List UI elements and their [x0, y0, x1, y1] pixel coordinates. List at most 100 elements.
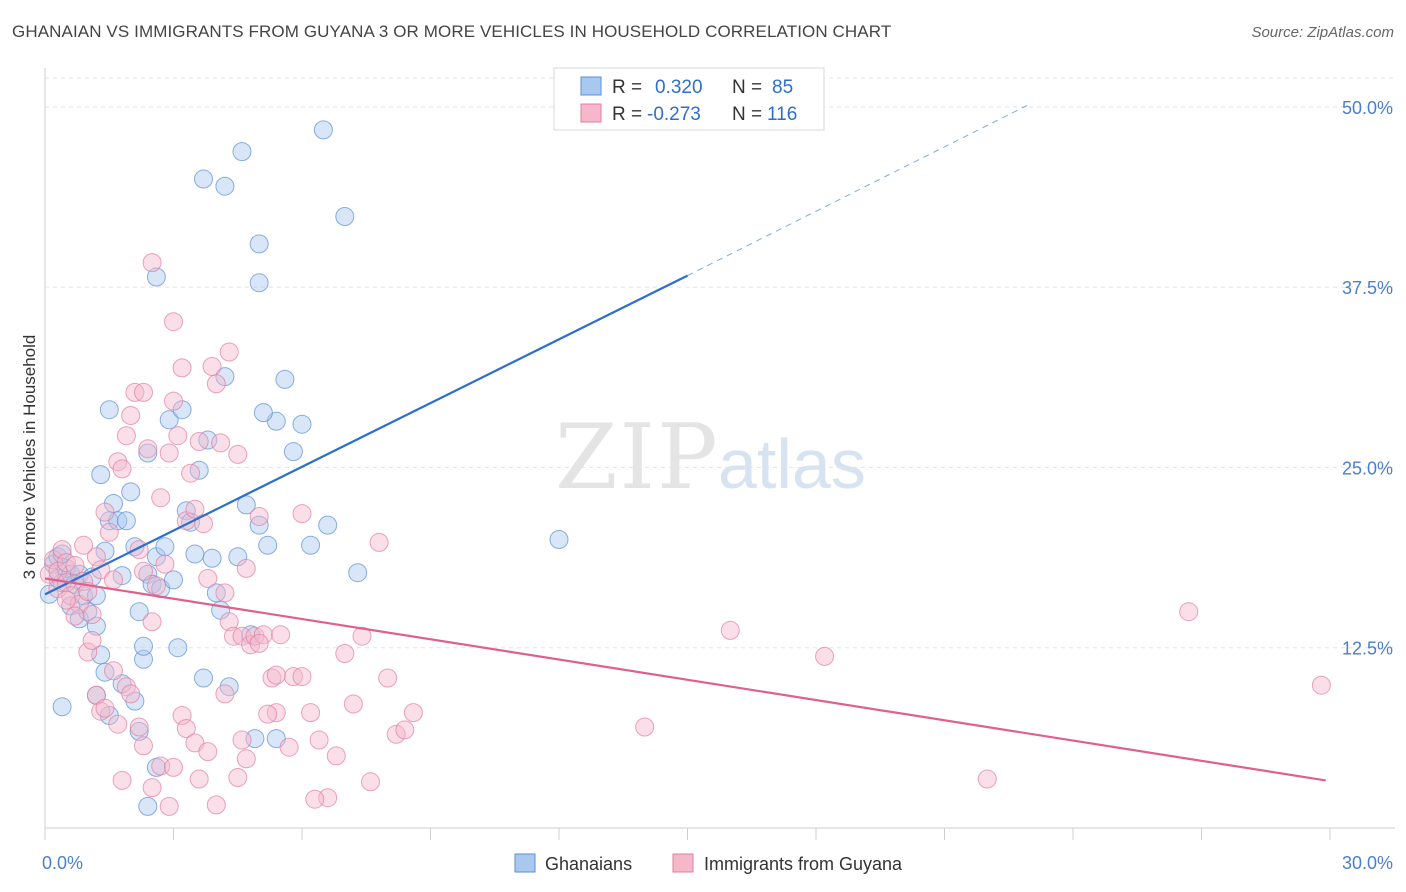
data-point — [219, 612, 239, 632]
data-point — [253, 403, 273, 423]
data-point — [292, 414, 312, 434]
data-point — [134, 649, 153, 669]
data-point — [232, 142, 252, 162]
data-point — [309, 730, 329, 750]
data-point — [361, 772, 380, 792]
data-point — [138, 443, 158, 463]
stats-n-label: N = — [732, 104, 762, 125]
data-point — [138, 439, 158, 459]
y-tick-label: 50.0% — [1342, 98, 1393, 118]
data-point — [271, 625, 291, 645]
data-point — [185, 544, 205, 564]
data-point — [189, 769, 209, 789]
series-immigrants-from-guyana — [39, 253, 1331, 816]
data-point — [215, 583, 235, 603]
data-point — [146, 267, 166, 287]
legend-label-ghanaians: Ghanaians — [545, 854, 632, 874]
data-point — [164, 391, 183, 411]
data-point — [266, 665, 286, 685]
data-point — [249, 234, 269, 254]
data-point — [198, 569, 218, 588]
data-point — [155, 537, 175, 557]
data-point — [301, 535, 321, 555]
data-point — [403, 703, 423, 723]
data-point — [121, 684, 141, 704]
stats-n-value: 85 — [772, 77, 793, 98]
data-point — [99, 522, 119, 542]
data-point — [164, 757, 183, 777]
data-point — [395, 720, 415, 740]
stats-r-value: 0.320 — [655, 77, 703, 98]
data-point — [378, 668, 398, 688]
data-point — [181, 463, 201, 483]
data-point — [236, 558, 256, 578]
stats-swatch-guyana — [580, 103, 602, 123]
x-tick-label: 30.0% — [1342, 853, 1393, 873]
data-point — [352, 626, 372, 646]
data-point — [91, 465, 111, 485]
legend-swatch-ghanaians — [514, 853, 536, 873]
data-point — [279, 737, 299, 757]
watermark-zip: ZIP — [555, 405, 720, 510]
legend-swatch-guyana — [672, 853, 694, 873]
data-point — [56, 590, 76, 610]
data-point — [194, 514, 213, 534]
data-point — [720, 620, 740, 640]
data-point — [159, 796, 179, 816]
data-point — [155, 554, 175, 574]
data-point — [129, 717, 149, 737]
data-point — [134, 736, 153, 756]
data-point — [168, 426, 188, 446]
data-point — [95, 502, 115, 522]
data-point — [249, 273, 269, 293]
data-point — [159, 410, 179, 430]
stats-r-label: R = — [612, 77, 642, 98]
data-point — [215, 684, 235, 704]
data-point — [202, 357, 222, 376]
data-point — [112, 770, 132, 790]
data-point — [211, 433, 231, 453]
data-point — [232, 730, 252, 750]
data-point — [112, 459, 132, 479]
series-legend: Ghanaians Immigrants from Guyana — [514, 853, 903, 874]
trend-line-ghanaians — [44, 274, 688, 596]
trend-line-guyana — [44, 577, 1326, 782]
data-point — [185, 499, 205, 519]
data-point — [164, 570, 183, 590]
data-point — [116, 426, 136, 446]
data-point — [977, 769, 997, 789]
data-point — [253, 625, 273, 645]
data-point — [386, 724, 406, 744]
watermark-atlas: atlas — [718, 425, 866, 503]
data-point — [142, 612, 162, 632]
data-point — [134, 636, 153, 656]
data-point — [95, 698, 115, 718]
tick-labels: 12.5% 25.0% 37.5% 50.0% 0.0% 30.0% — [42, 98, 1393, 873]
y-tick-label: 37.5% — [1342, 278, 1393, 298]
data-point — [301, 703, 321, 723]
stats-n-value: 116 — [767, 104, 797, 125]
data-point — [134, 382, 153, 402]
data-point — [129, 602, 149, 622]
y-tick-label: 25.0% — [1342, 458, 1393, 478]
data-point — [52, 697, 72, 717]
data-point — [99, 400, 119, 420]
data-point — [283, 442, 303, 462]
data-point — [194, 169, 213, 189]
data-point — [549, 530, 569, 549]
data-point — [172, 358, 192, 378]
data-point — [65, 606, 85, 626]
y-axis-label: 3 or more Vehicles in Household — [20, 335, 39, 580]
legend-label-guyana: Immigrants from Guyana — [704, 854, 903, 874]
data-point — [104, 661, 123, 681]
data-point — [1311, 675, 1331, 695]
source-credit: Source: ZipAtlas.com — [1251, 24, 1394, 41]
stats-n-label: N = — [732, 77, 762, 98]
data-point — [228, 768, 248, 787]
data-point — [292, 504, 312, 524]
data-point — [138, 796, 158, 816]
data-point — [159, 443, 179, 463]
data-point — [206, 795, 226, 815]
data-point — [258, 704, 278, 724]
data-point — [189, 432, 209, 451]
